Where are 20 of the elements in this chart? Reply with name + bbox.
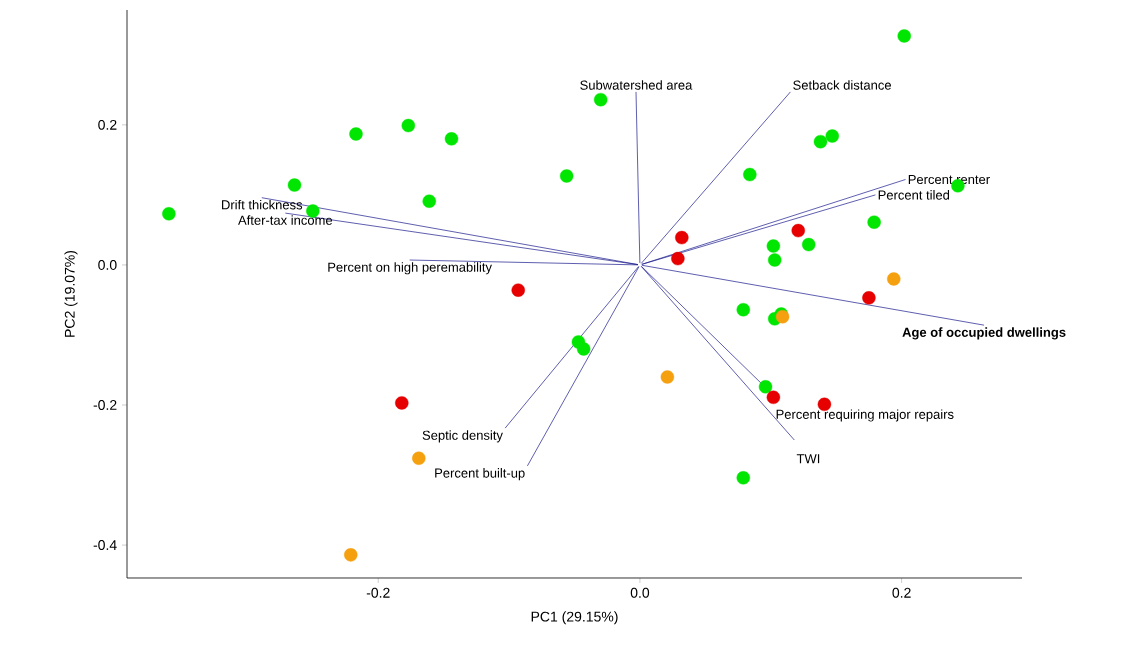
series-label: Septic density [422, 430, 503, 443]
y-tick-label: -0.2 [93, 400, 117, 410]
series-label: Percent built-up [435, 468, 525, 481]
x-axis-title: PC1 (29.15%) [531, 611, 618, 625]
series-label: Subwatershed area [580, 80, 693, 90]
y-tick-label: -0.4 [93, 540, 117, 551]
y-axis-title: PC2 (19.07%) [64, 250, 78, 337]
y-tick-label: 0.2 [98, 119, 117, 130]
series-label: After-tax income [238, 215, 333, 225]
series-label: Age of occupied dwellings [902, 327, 1066, 340]
series-label: Drift thickness [222, 199, 303, 210]
x-tick-label: 0.2 [892, 587, 911, 598]
series-label: Percent on high peremability [328, 262, 492, 275]
y-tick-label: 0.0 [98, 259, 117, 270]
series-label: Setback distance [793, 80, 891, 90]
x-tick-label: 0.0 [630, 587, 650, 598]
x-tick-label: -0.2 [366, 587, 390, 598]
series-label: Percent tiled [878, 190, 950, 200]
series-label: TWI [796, 454, 820, 464]
series-label: Percent requiring major repairs [776, 409, 954, 422]
